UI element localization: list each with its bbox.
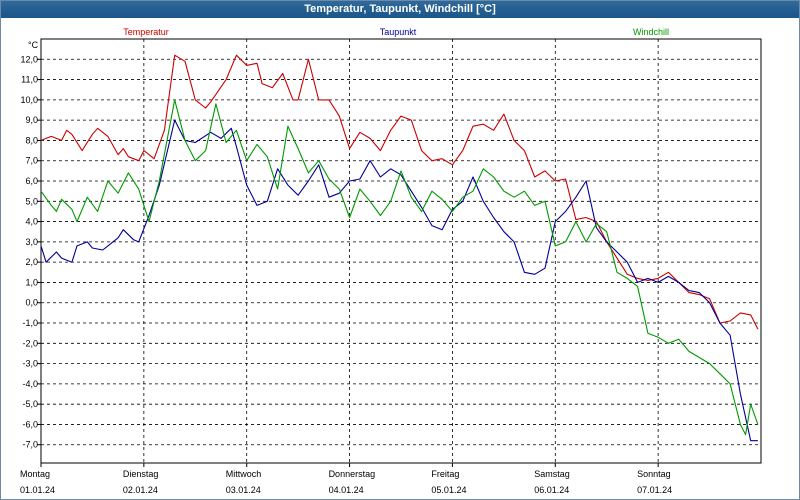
y-tick-label: -3,0	[22, 359, 38, 369]
y-tick-label: -1,0	[22, 318, 38, 328]
x-tick-date: 05.01.24	[431, 485, 466, 495]
y-tick-label: 4,0	[25, 217, 38, 227]
y-tick-label: 2,0	[25, 257, 38, 267]
x-tick-date: 07.01.24	[637, 485, 672, 495]
x-tick-date: 04.01.24	[329, 485, 364, 495]
x-tick-day: Freitag	[431, 469, 459, 479]
x-tick-day: Dienstag	[123, 469, 159, 479]
y-tick-label: 10,0	[20, 95, 38, 105]
tick-labels: 12,0 11,0 10,0 9,0 8,0 7,0 6,0 5,0 4,0 3,0 2,0 1,0 0…	[20, 40, 672, 495]
y-tick-label: 8,0	[25, 135, 38, 145]
y-tick-label: 9,0	[25, 115, 38, 125]
y-axis-unit: °C	[28, 40, 39, 50]
y-tick-label: -7,0	[22, 440, 38, 450]
series-line-windchill	[40, 99, 759, 436]
legend: Temperatur Taupunkt Windchill	[123, 27, 669, 37]
y-tick-label: 0,0	[25, 298, 38, 308]
chart-title: Temperatur, Taupunkt, Windchill [°C]	[1, 1, 799, 18]
x-tick-date: 02.01.24	[123, 485, 158, 495]
y-tick-label: 7,0	[25, 156, 38, 166]
y-tick-label: 3,0	[25, 237, 38, 247]
x-tick-date: 01.01.24	[20, 485, 55, 495]
x-tick-day: Sonntag	[637, 469, 671, 479]
y-tick-label: -2,0	[22, 338, 38, 348]
plot-frame	[40, 38, 762, 464]
series-line-taupunkt	[40, 119, 758, 442]
y-tick-label: 6,0	[25, 176, 38, 186]
y-tick-label: -4,0	[22, 379, 38, 389]
grid	[41, 39, 761, 463]
axes	[37, 38, 762, 467]
y-tick-label: 12,0	[20, 54, 38, 64]
y-tick-label: 11,0	[21, 75, 38, 85]
y-tick-label: -5,0	[22, 399, 38, 409]
x-tick-day: Donnerstag	[329, 469, 376, 479]
legend-temperatur: Temperatur	[123, 27, 169, 37]
y-tick-label: 1,0	[25, 277, 38, 287]
x-tick-date: 03.01.24	[226, 485, 261, 495]
series-lines	[40, 54, 759, 442]
series-line-temperatur	[40, 54, 759, 330]
x-tick-day: Mittwoch	[226, 469, 262, 479]
x-tick-date: 06.01.24	[534, 485, 569, 495]
y-tick-label: -6,0	[22, 419, 38, 429]
x-tick-day: Montag	[20, 469, 50, 479]
x-tick-day: Samstag	[534, 469, 570, 479]
legend-windchill: Windchill	[633, 27, 669, 37]
y-tick-label: 5,0	[25, 196, 38, 206]
legend-taupunkt: Taupunkt	[380, 27, 417, 37]
